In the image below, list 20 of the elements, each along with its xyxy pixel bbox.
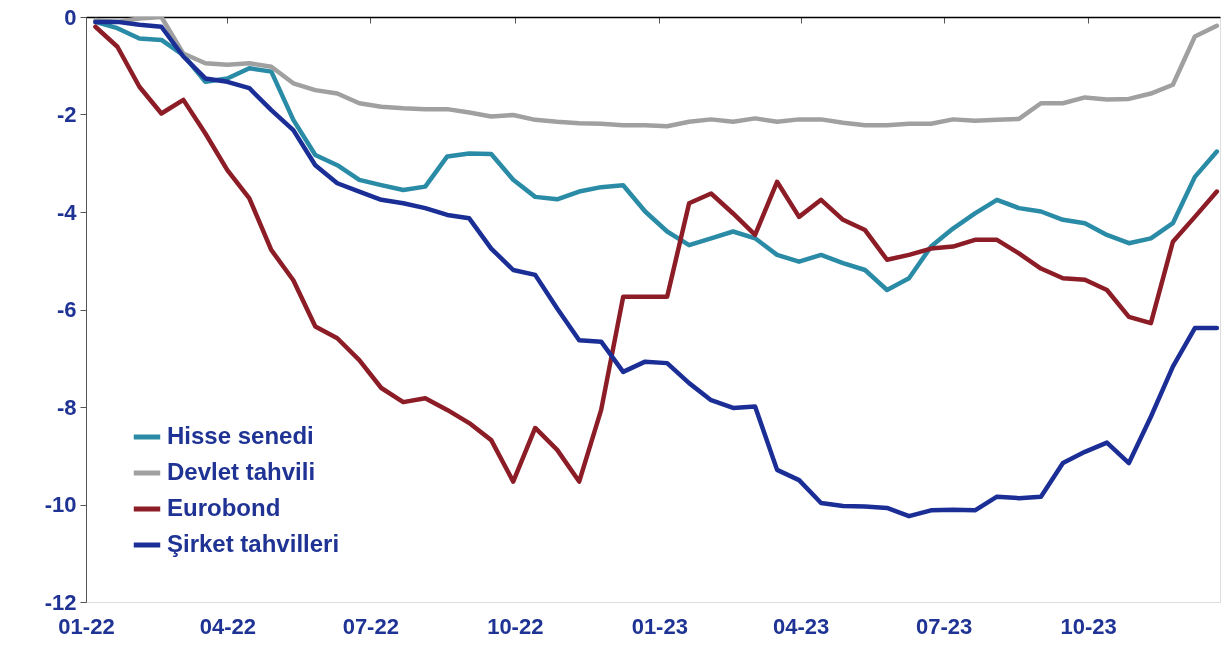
y-tick-label: -12 bbox=[44, 589, 77, 615]
y-tick-label: -2 bbox=[56, 102, 77, 127]
x-tick-label: 07-22 bbox=[342, 613, 399, 639]
x-tick-label: 01-23 bbox=[631, 613, 688, 639]
x-tick-label: 10-22 bbox=[487, 613, 544, 639]
x-tick-label: 07-23 bbox=[915, 613, 973, 639]
legend-label: Şirket tahvilleri bbox=[167, 530, 340, 557]
x-tick-label: 04-23 bbox=[773, 613, 830, 639]
y-tick-label: -10 bbox=[44, 492, 77, 517]
x-tick-label: 04-22 bbox=[199, 613, 256, 639]
legend-label: Hisse senedi bbox=[167, 422, 314, 449]
legend-label: Eurobond bbox=[167, 494, 281, 521]
legend-label: Devlet tahvili bbox=[167, 458, 316, 485]
y-tick-label: -8 bbox=[56, 394, 77, 420]
x-tick-label: 01-22 bbox=[58, 613, 115, 639]
y-tick-label: -4 bbox=[56, 199, 78, 225]
y-tick-label: -6 bbox=[56, 297, 77, 322]
line-series bbox=[93, 17, 1220, 129]
x-tick-label: 10-23 bbox=[1060, 613, 1117, 639]
y-tick-label: 0 bbox=[64, 4, 77, 30]
